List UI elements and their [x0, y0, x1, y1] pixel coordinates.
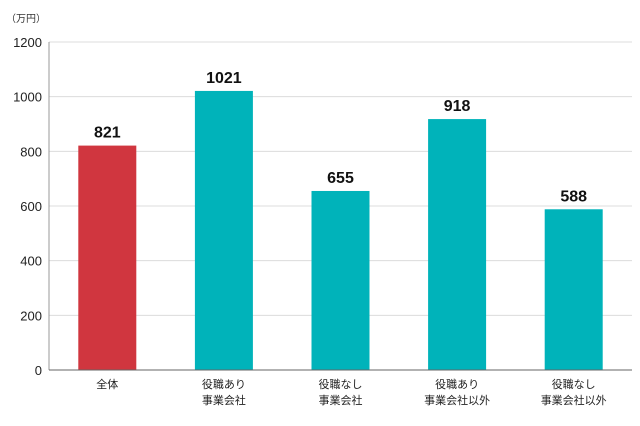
data-label: 588: [560, 188, 587, 205]
bar: [194, 90, 253, 370]
x-tick-label: 事業会社: [202, 393, 246, 407]
y-tick-label: 0: [35, 363, 42, 378]
bar: [544, 209, 603, 370]
x-tick-label: 役職なし: [552, 377, 596, 391]
bars: [78, 90, 603, 370]
bar: [78, 145, 137, 370]
y-axis-ticks: 0 200 400 600 800 1000 1200: [13, 35, 42, 378]
y-tick-label: 800: [20, 144, 42, 159]
x-tick-label: 事業会社以外: [541, 393, 607, 407]
y-tick-label: 600: [20, 199, 42, 214]
bar: [428, 119, 487, 370]
bar: [311, 190, 370, 370]
x-tick-label: 役職あり: [435, 377, 479, 391]
y-tick-label: 1200: [13, 35, 42, 50]
y-tick-label: 400: [20, 254, 42, 269]
data-labels: 821 1021 655 918 588: [94, 70, 587, 205]
y-tick-label: 1000: [13, 90, 42, 105]
y-tick-label: 200: [20, 308, 42, 323]
x-tick-label: 全体: [96, 377, 118, 391]
x-tick-label: 役職なし: [319, 377, 363, 391]
data-label: 821: [94, 125, 121, 142]
x-tick-label: 事業会社以外: [424, 393, 490, 407]
x-tick-label: 役職あり: [202, 377, 246, 391]
x-tick-label: 事業会社: [319, 393, 363, 407]
unit-label: （万円）: [6, 13, 46, 25]
data-label: 655: [327, 170, 354, 187]
data-label: 1021: [206, 70, 242, 87]
data-label: 918: [444, 98, 471, 115]
